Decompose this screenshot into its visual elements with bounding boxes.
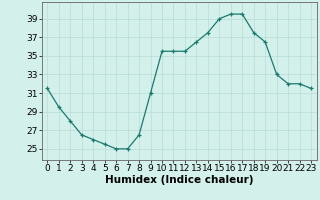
X-axis label: Humidex (Indice chaleur): Humidex (Indice chaleur) — [105, 175, 253, 185]
